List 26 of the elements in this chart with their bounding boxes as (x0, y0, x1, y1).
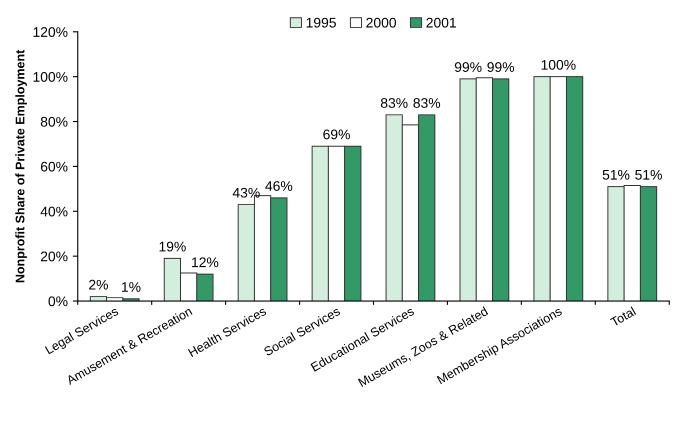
legend-label: 2000 (366, 18, 396, 28)
data-label: 19% (160, 242, 186, 252)
data-label: 2% (89, 280, 108, 290)
legend-label: 1995 (306, 18, 336, 28)
data-label: 100% (542, 60, 576, 70)
data-label: 99% (454, 62, 482, 72)
y-tick-label: 0% (48, 296, 68, 306)
data-label: 51% (635, 170, 662, 180)
data-label: 12% (192, 257, 218, 268)
y-tick-label: 40% (40, 206, 68, 216)
y-tick-label: 80% (40, 116, 68, 127)
y-tick-label: 20% (40, 252, 68, 262)
data-label: 69% (323, 129, 350, 140)
y-tick-label: 60% (40, 162, 68, 172)
data-label: 43% (232, 188, 260, 198)
data-label: 46% (265, 181, 292, 191)
x-tick-label: Total (610, 306, 636, 327)
data-label: 99% (487, 62, 514, 72)
legend-label: 2001 (426, 18, 456, 28)
data-label: 1% (122, 282, 141, 292)
data-label: 51% (602, 170, 630, 180)
y-tick-label: 100% (34, 72, 68, 82)
y-tick-label: 120% (34, 27, 68, 37)
y-axis-title: Nonprofit Share of Private Employment (15, 50, 27, 282)
data-label: 83% (413, 98, 440, 108)
data-label: 83% (380, 98, 408, 108)
